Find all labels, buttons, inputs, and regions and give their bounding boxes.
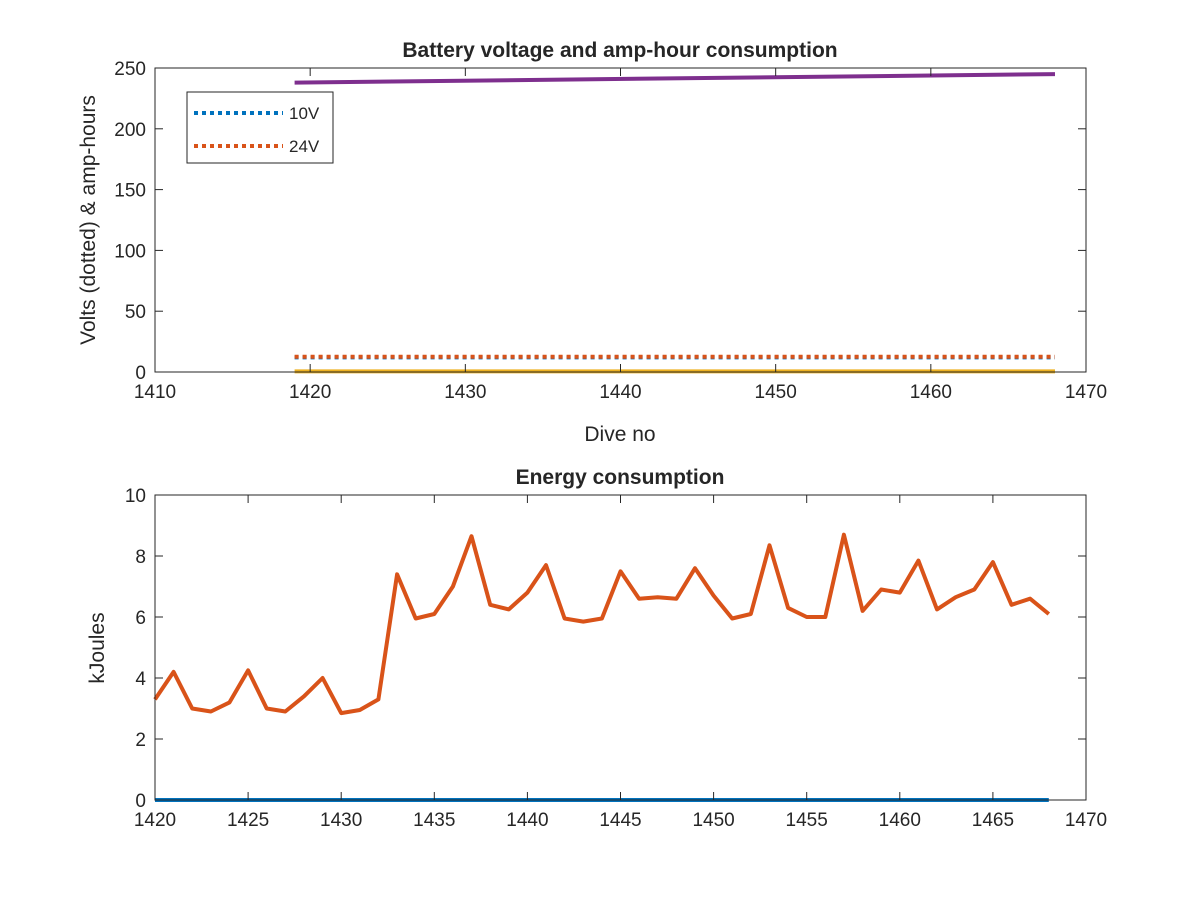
x-tick-label: 1470 <box>1065 382 1107 403</box>
x-tick-label: 1460 <box>879 810 921 831</box>
x-tick-label: 1450 <box>692 810 734 831</box>
ticks-group: 1410 1420 1430 1440 1450 1460 1470 0 50 100 150 200… <box>114 59 1107 403</box>
x-tick-label: 1445 <box>599 810 641 831</box>
y-tick-label: 2 <box>135 730 146 751</box>
legend-label-24v: 24V <box>289 137 320 156</box>
x-tick-label: 1430 <box>320 810 362 831</box>
ticks-group: 1420 1425 1430 1435 1440 1445 1450 1455 1460 1465… <box>125 486 1107 831</box>
x-tick-label: 1470 <box>1065 810 1107 831</box>
y-tick-label: 6 <box>135 608 146 629</box>
x-tick-label: 1410 <box>134 382 176 403</box>
y-tick-label: 250 <box>114 59 146 80</box>
y-tick-label: 10 <box>125 486 146 507</box>
y-tick-label: 4 <box>135 669 146 690</box>
y-tick-label: 50 <box>125 302 146 323</box>
y-tick-label: 100 <box>114 241 146 262</box>
series-group <box>294 72 1056 374</box>
battery-voltage-chart: Battery voltage and amp-hour consumption… <box>77 39 1107 446</box>
y-tick-label: 0 <box>135 791 146 812</box>
y-axis-label: Volts (dotted) & amp-hours <box>77 95 100 345</box>
legend-box <box>186 91 334 164</box>
x-tick-label: 1440 <box>599 382 641 403</box>
y-tick-label: 0 <box>135 363 146 384</box>
x-tick-label: 1435 <box>413 810 455 831</box>
x-axis-label: Dive no <box>584 423 655 446</box>
x-tick-label: 1420 <box>289 382 331 403</box>
legend: 10V 24V <box>186 91 334 164</box>
x-tick-label: 1425 <box>227 810 269 831</box>
x-tick-label: 1440 <box>506 810 548 831</box>
chart-title: Battery voltage and amp-hour consumption <box>402 39 837 62</box>
y-tick-label: 8 <box>135 547 146 568</box>
series-line-0 <box>153 532 1051 716</box>
x-tick-label: 1460 <box>910 382 952 403</box>
x-tick-label: 1455 <box>786 810 828 831</box>
y-tick-label: 150 <box>114 181 146 202</box>
x-tick-label: 1430 <box>444 382 486 403</box>
y-axis-label: kJoules <box>86 612 109 683</box>
y-tick-label: 200 <box>114 120 146 141</box>
x-tick-label: 1465 <box>972 810 1014 831</box>
series-line-3 <box>294 72 1056 85</box>
x-tick-label: 1450 <box>755 382 797 403</box>
energy-consumption-chart: Energy consumption kJoules 1420 1425 1430 1… <box>86 466 1107 831</box>
chart-title: Energy consumption <box>516 466 725 489</box>
x-tick-label: 1420 <box>134 810 176 831</box>
legend-label-10v: 10V <box>289 104 320 123</box>
